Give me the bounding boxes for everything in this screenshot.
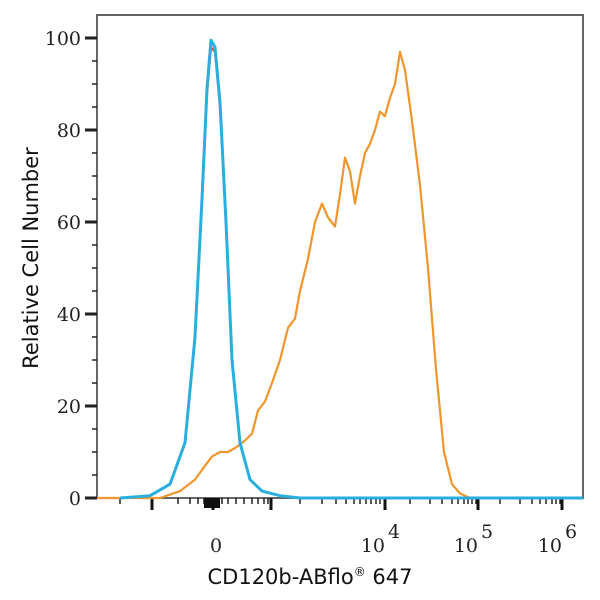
x-tick-exponent: 5 xyxy=(481,521,493,543)
x-tick-label: 10 xyxy=(454,535,478,557)
x-axis-title: CD120b-ABflo® 647 xyxy=(208,565,413,589)
y-axis-title: Relative Cell Number xyxy=(19,147,43,369)
y-tick-label: 80 xyxy=(57,120,81,142)
x-tick-label: 0 xyxy=(210,535,222,557)
x-tick-label: 10 xyxy=(361,535,385,557)
y-axis: 100 80 60 40 20 0 xyxy=(45,28,97,510)
series-line-cd120b-abflo-647-stained xyxy=(97,50,583,500)
x-tick-exponent: 6 xyxy=(565,521,577,543)
y-tick-label: 20 xyxy=(57,396,81,418)
series-line-isotype-control xyxy=(119,46,583,500)
x-tick-exponent: 4 xyxy=(388,521,400,543)
y-tick-label: 60 xyxy=(57,212,81,234)
y-tick-label: 0 xyxy=(69,488,81,510)
y-tick-label: 40 xyxy=(57,304,81,326)
y-tick-label: 100 xyxy=(45,28,81,50)
series-group xyxy=(97,38,583,500)
plot-frame xyxy=(96,14,584,499)
x-tick-label: 10 xyxy=(538,535,562,557)
series-line-unstained-blank xyxy=(119,38,583,500)
